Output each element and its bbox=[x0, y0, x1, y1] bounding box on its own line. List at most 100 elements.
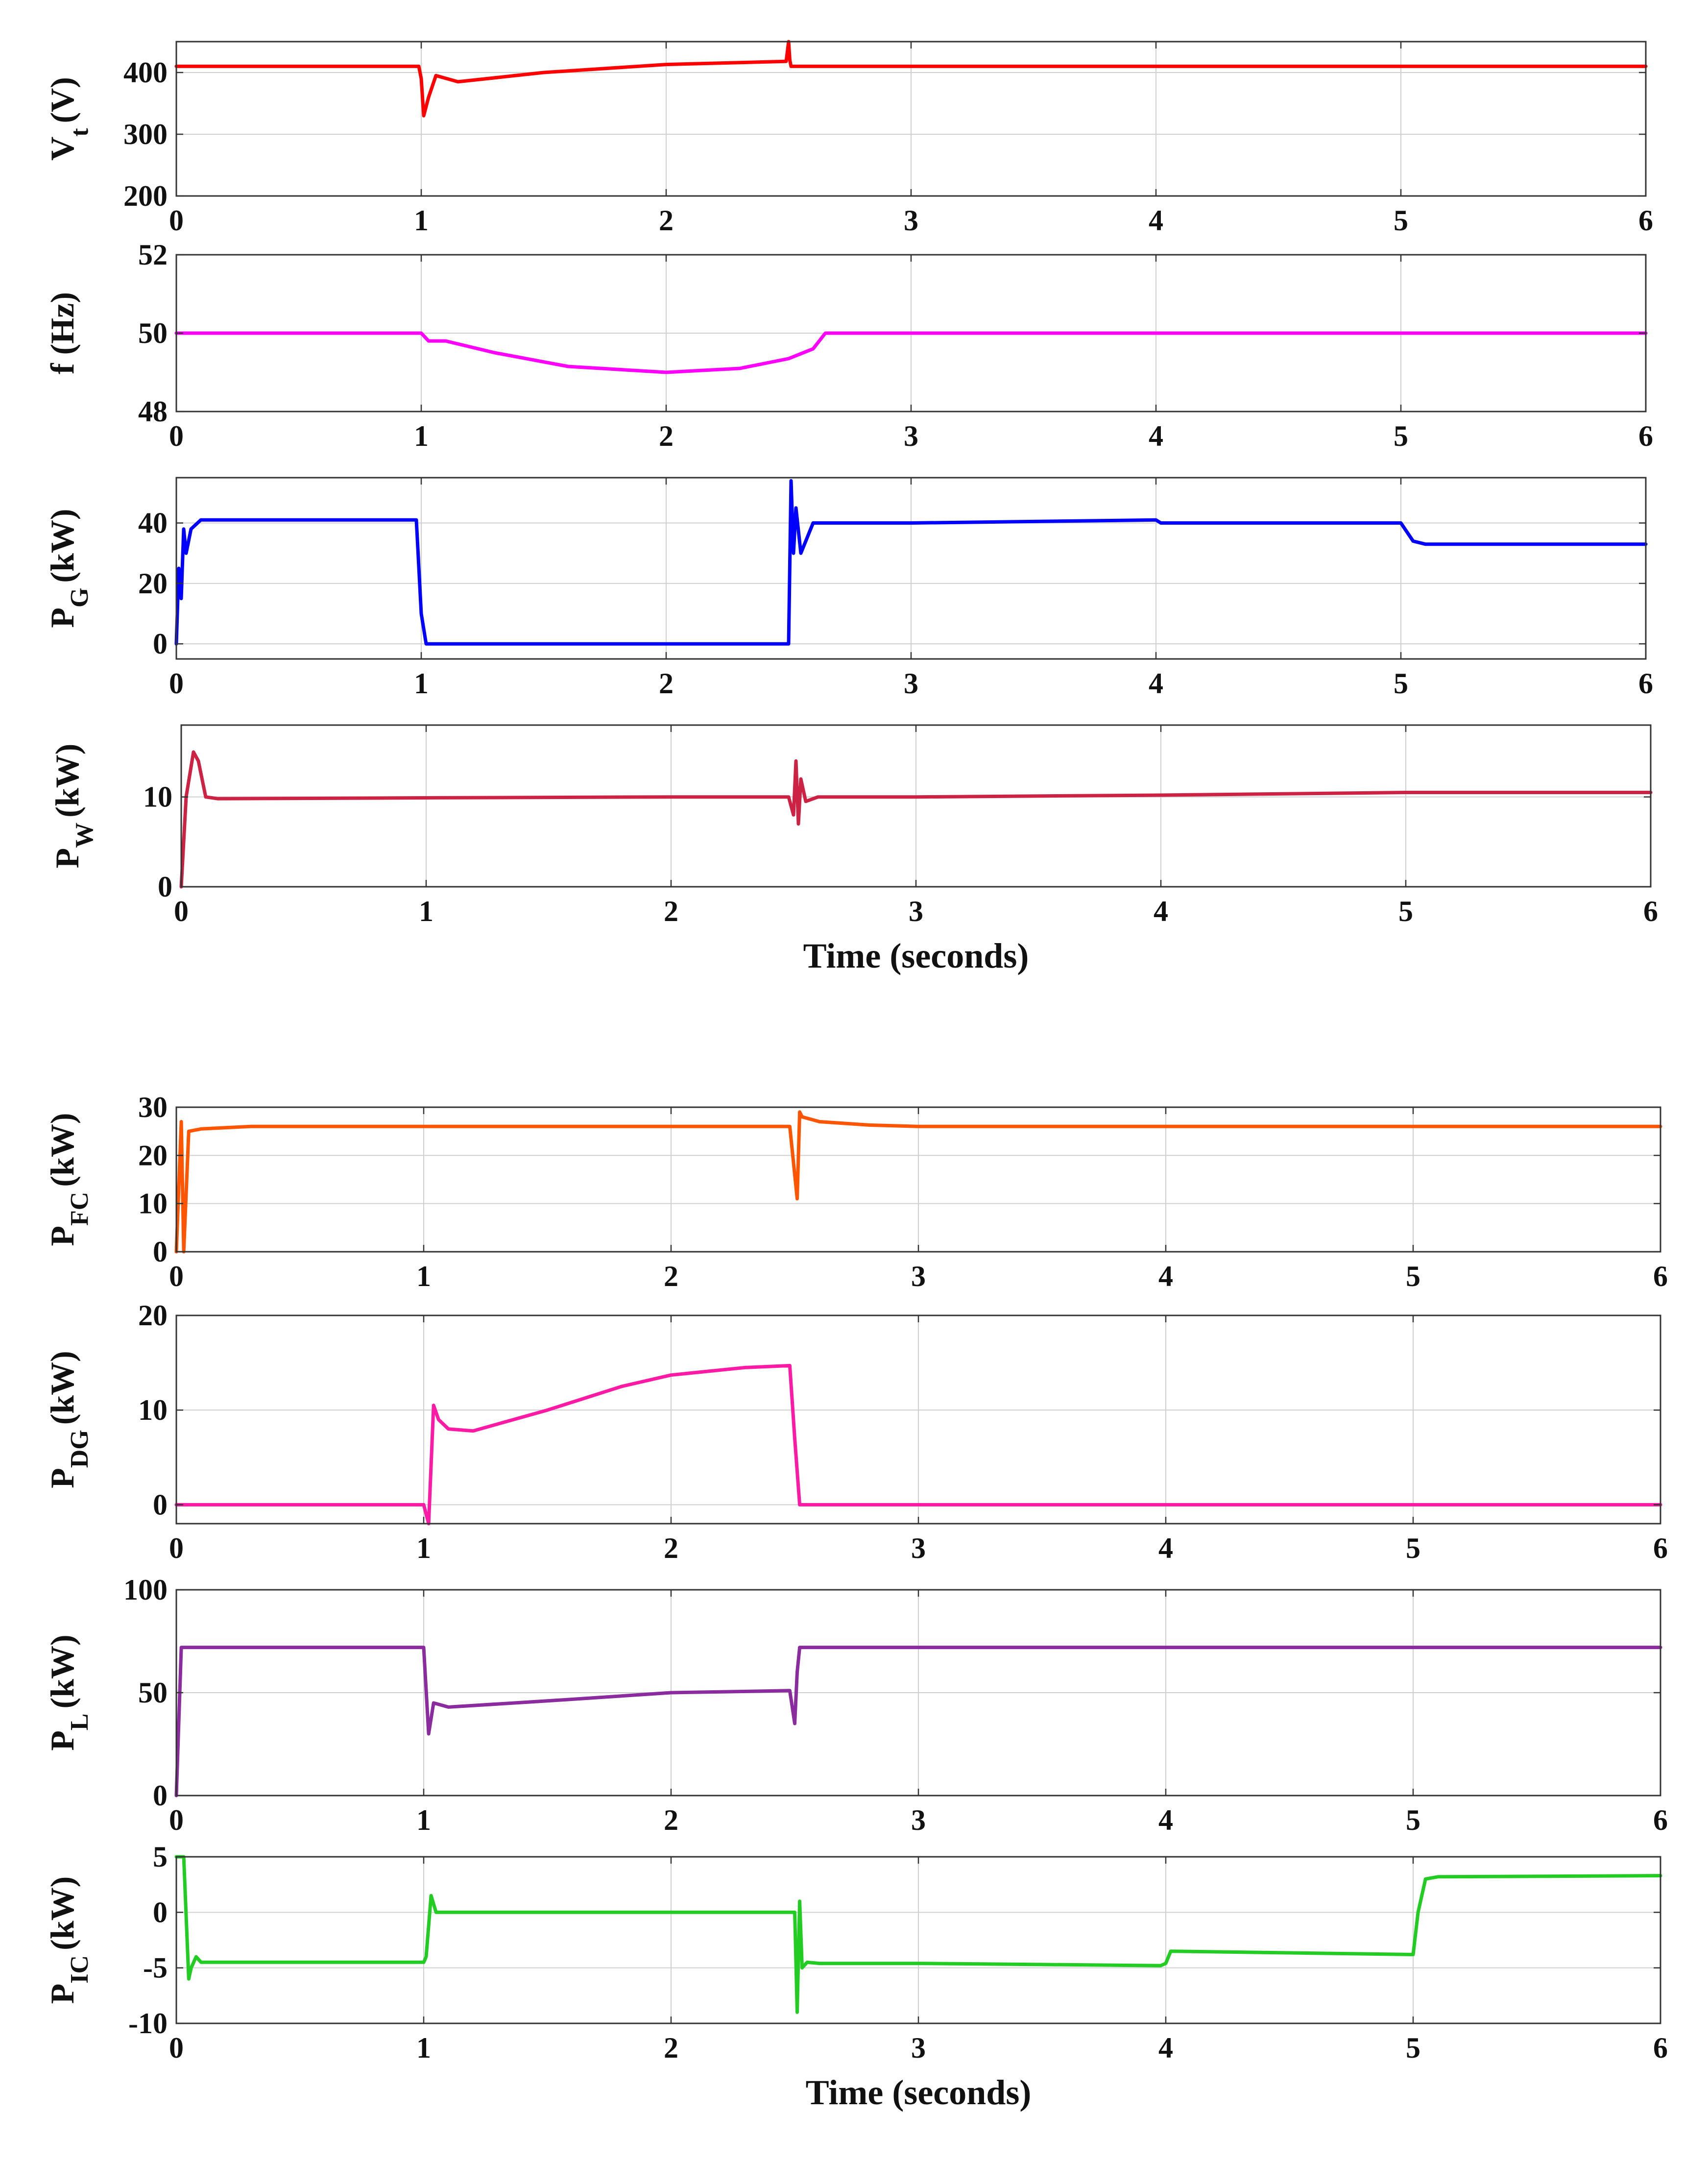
x-tick-label: 2 bbox=[664, 1532, 678, 1564]
y-tick-label: 0 bbox=[153, 1896, 168, 1928]
series-line-p-w bbox=[179, 750, 1653, 889]
x-tick-label: 2 bbox=[659, 420, 674, 452]
y-axis-label-subscript: FC bbox=[66, 1192, 94, 1226]
y-tick-label: 0 bbox=[153, 1236, 168, 1268]
x-tick-label: 0 bbox=[169, 420, 184, 452]
y-tick-label: 5 bbox=[153, 1841, 168, 1873]
series-line-p-fc bbox=[174, 1110, 1662, 1254]
x-tick-label: 4 bbox=[1149, 667, 1163, 700]
x-tick-label: 5 bbox=[1394, 420, 1408, 452]
y-tick-label: 0 bbox=[158, 871, 172, 903]
y-axis-label: PFC (kW) bbox=[44, 1113, 94, 1246]
x-tick-label: 3 bbox=[904, 204, 918, 237]
x-tick-label: 2 bbox=[664, 1804, 678, 1836]
series-line-p-ic bbox=[174, 1855, 1662, 2014]
x-tick-label: 5 bbox=[1394, 204, 1408, 237]
y-axis-label-unit: (kW) bbox=[44, 1634, 81, 1708]
y-axis-label-subscript: IC bbox=[66, 1955, 94, 1984]
x-tick-label: 1 bbox=[416, 1532, 431, 1564]
y-axis-label: PW (kW) bbox=[48, 744, 98, 869]
x-tick-label: 0 bbox=[169, 2032, 184, 2064]
x-tick-label: 5 bbox=[1406, 2032, 1420, 2064]
y-axis-label-unit: (kW) bbox=[44, 1876, 81, 1950]
y-tick-label: 0 bbox=[153, 1488, 168, 1521]
x-tick-label: 2 bbox=[659, 667, 674, 700]
y-tick-label: 0 bbox=[153, 1779, 168, 1812]
x-tick-label: 6 bbox=[1643, 895, 1658, 927]
x-tick-label: 6 bbox=[1638, 667, 1653, 700]
y-axis-label-subscript: G bbox=[66, 588, 94, 608]
x-tick-label: 1 bbox=[416, 1804, 431, 1836]
x-tick-label: 5 bbox=[1406, 1532, 1420, 1564]
y-axis-label-main: P bbox=[44, 1730, 81, 1751]
x-tick-label: 0 bbox=[174, 895, 189, 927]
x-tick-label: 1 bbox=[416, 2032, 431, 2064]
x-tick-label: 4 bbox=[1149, 420, 1163, 452]
x-tick-label: 6 bbox=[1653, 1532, 1668, 1564]
chart-panel-4: 0 1 2 3 4 5 6 0 10 PW (kW) Time (seconds) bbox=[48, 724, 1658, 975]
y-tick-label: 200 bbox=[123, 180, 168, 212]
y-axis-label-main: V bbox=[44, 137, 81, 161]
series-line-v-t bbox=[174, 40, 1648, 118]
x-tick-label: 0 bbox=[169, 204, 184, 237]
y-axis-label: PIC (kW) bbox=[44, 1876, 94, 2004]
x-tick-label: 0 bbox=[169, 1532, 184, 1564]
x-tick-label: 5 bbox=[1406, 1260, 1420, 1292]
x-tick-label: 4 bbox=[1158, 1804, 1173, 1836]
chart-panel-2: 0 1 2 3 4 5 6 48 50 52 f (Hz) bbox=[44, 239, 1653, 452]
y-axis-label-unit: (kW) bbox=[48, 744, 86, 818]
y-axis-label-main: P bbox=[44, 1226, 81, 1246]
y-tick-label: 0 bbox=[153, 628, 168, 660]
y-axis-label-unit: (kW) bbox=[44, 509, 81, 583]
y-tick-label: 10 bbox=[138, 1188, 168, 1220]
x-tick-label: 2 bbox=[664, 895, 678, 927]
x-tick-label: 5 bbox=[1398, 895, 1413, 927]
x-tick-label: 1 bbox=[414, 667, 429, 700]
chart-panel-8: 0 1 2 3 4 5 6 -10 -5 0 5 PIC (kW) Time (seconds) bbox=[44, 1841, 1668, 2112]
y-axis-label-main: P bbox=[44, 1984, 81, 2004]
x-tick-label: 2 bbox=[664, 1260, 678, 1292]
x-tick-label: 6 bbox=[1638, 204, 1653, 237]
y-tick-label: 20 bbox=[138, 1139, 168, 1171]
chart-panel-7: 0 1 2 3 4 5 6 0 50 100 PL (kW) bbox=[44, 1574, 1668, 1836]
series-line-p-dg bbox=[174, 1363, 1662, 1526]
x-axis-label: Time (seconds) bbox=[803, 936, 1029, 975]
x-tick-label: 3 bbox=[911, 2032, 926, 2064]
y-axis-label-main: f (Hz) bbox=[44, 292, 81, 374]
y-tick-label: -10 bbox=[128, 2007, 168, 2040]
y-tick-label: 20 bbox=[138, 567, 168, 600]
x-tick-label: 6 bbox=[1653, 1804, 1668, 1836]
x-tick-label: 6 bbox=[1653, 2032, 1668, 2064]
x-tick-label: 6 bbox=[1653, 1260, 1668, 1292]
y-tick-label: -5 bbox=[143, 1952, 168, 1984]
y-axis-label-unit: (kW) bbox=[44, 1351, 81, 1425]
y-tick-label: 10 bbox=[143, 781, 172, 813]
series-line-f bbox=[174, 331, 1648, 374]
y-axis-label-main: P bbox=[48, 848, 86, 869]
x-tick-label: 2 bbox=[659, 204, 674, 237]
chart-panel-6: 0 1 2 3 4 5 6 0 10 20 PDG (kW) bbox=[44, 1299, 1668, 1564]
y-axis-label-unit: (V) bbox=[44, 77, 81, 123]
y-tick-label: 48 bbox=[138, 395, 168, 428]
x-tick-label: 5 bbox=[1394, 667, 1408, 700]
x-tick-label: 4 bbox=[1154, 895, 1168, 927]
y-axis-label: f (Hz) bbox=[44, 292, 81, 374]
x-tick-label: 3 bbox=[911, 1532, 926, 1564]
y-axis-label: PG (kW) bbox=[44, 509, 94, 628]
y-tick-label: 50 bbox=[138, 1677, 168, 1709]
y-axis-label-subscript: DG bbox=[66, 1430, 94, 1468]
x-tick-label: 1 bbox=[416, 1260, 431, 1292]
series-line-p-g bbox=[174, 479, 1648, 646]
x-tick-label: 3 bbox=[904, 420, 918, 452]
y-axis-label: PDG (kW) bbox=[44, 1351, 94, 1488]
y-tick-label: 300 bbox=[123, 118, 168, 150]
y-axis-label-subscript: L bbox=[66, 1713, 94, 1730]
y-tick-label: 400 bbox=[123, 56, 168, 89]
y-tick-label: 20 bbox=[138, 1299, 168, 1332]
chart-panel-1: 0 1 2 3 4 5 6 200 300 400 Vt (V) bbox=[44, 40, 1653, 237]
x-tick-label: 5 bbox=[1406, 1804, 1420, 1836]
x-tick-label: 4 bbox=[1158, 2032, 1173, 2064]
